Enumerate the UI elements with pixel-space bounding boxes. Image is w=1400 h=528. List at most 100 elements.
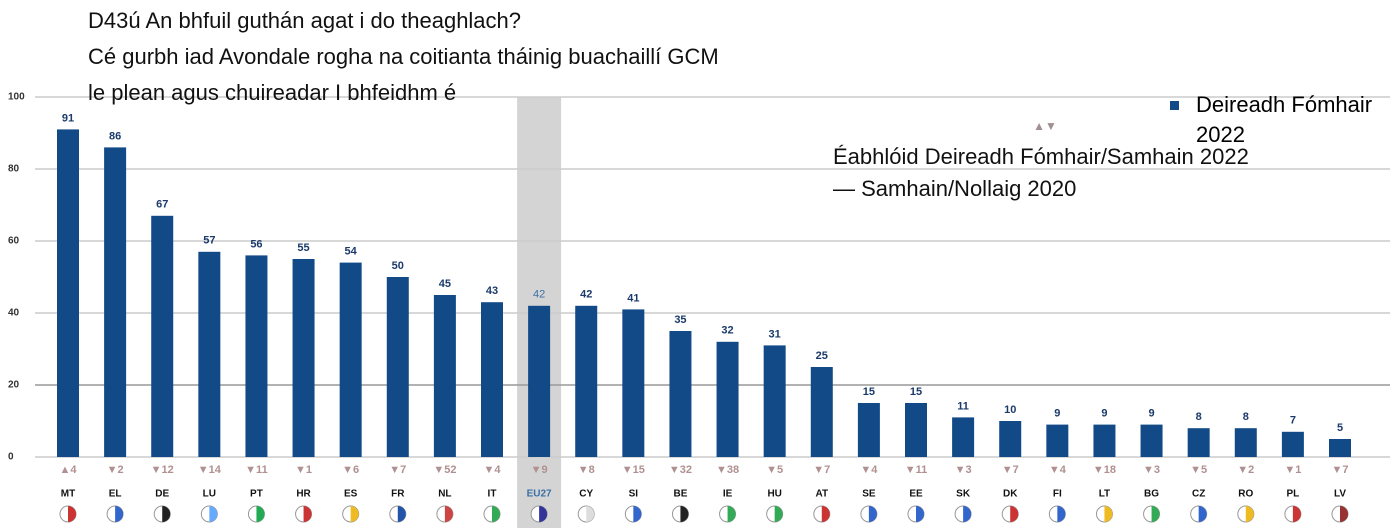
value-label: 9 <box>1054 408 1060 420</box>
x-tick-label: LV <box>1334 489 1346 500</box>
change-label: ▼9 <box>531 464 548 476</box>
value-label: 41 <box>627 292 639 304</box>
y-tick-label: 40 <box>8 308 20 319</box>
change-label: ▼14 <box>198 464 222 476</box>
bar <box>433 295 456 457</box>
change-label: ▼1 <box>1284 464 1301 476</box>
y-tick-label: 80 <box>8 164 20 175</box>
flag-detail <box>350 506 359 522</box>
x-tick-label: BE <box>673 489 687 500</box>
bar <box>669 331 692 457</box>
value-label: 5 <box>1337 422 1343 434</box>
x-tick-label: CZ <box>1192 489 1205 500</box>
value-label: 55 <box>297 242 309 254</box>
flag-detail <box>1104 506 1113 522</box>
change-label: ▲4 <box>59 464 77 476</box>
change-label: ▼8 <box>578 464 595 476</box>
change-label: ▼11 <box>905 464 928 476</box>
flag-detail <box>1245 506 1254 522</box>
flag-detail <box>256 506 265 522</box>
change-label: ▼3 <box>1143 464 1160 476</box>
x-tick-label: FI <box>1053 489 1062 500</box>
bar <box>763 345 786 457</box>
change-legend-symbol: ▲▼ <box>1033 119 1057 133</box>
flag-detail <box>774 506 783 522</box>
change-label: ▼32 <box>669 464 692 476</box>
x-tick-label: RO <box>1238 489 1253 500</box>
bar <box>1093 424 1116 457</box>
change-label: ▼5 <box>766 464 783 476</box>
y-tick-label: 100 <box>8 92 25 103</box>
bar <box>905 403 927 457</box>
value-label: 7 <box>1290 415 1296 427</box>
value-label: 9 <box>1148 408 1154 420</box>
legend-label: Deireadh Fómhair 2022 <box>1196 92 1373 147</box>
value-label: 86 <box>109 130 121 142</box>
flag-detail <box>727 506 736 522</box>
flag-detail <box>1292 506 1301 522</box>
bar <box>575 305 598 457</box>
bar <box>151 215 174 457</box>
change-label: ▼18 <box>1093 464 1116 476</box>
x-tick-label: DK <box>1003 489 1018 500</box>
value-label: 91 <box>62 112 74 124</box>
bar <box>716 341 739 457</box>
change-label: ▼15 <box>622 464 645 476</box>
bar <box>857 403 880 457</box>
bar <box>245 255 268 457</box>
x-tick-label: HU <box>767 489 781 500</box>
bar <box>1046 424 1069 457</box>
x-tick-label: LT <box>1099 489 1110 500</box>
change-label: ▼12 <box>151 464 174 476</box>
bar <box>1234 428 1257 457</box>
bar <box>386 277 409 457</box>
x-tick-label: NL <box>438 489 451 500</box>
chart-title: Cé gurbh iad Avondale rogha na coitianta… <box>88 44 719 69</box>
value-label: 11 <box>957 400 969 412</box>
flag-detail <box>680 506 689 522</box>
value-label: 56 <box>250 238 262 250</box>
bar <box>528 305 551 457</box>
bar <box>810 367 833 457</box>
flag-detail <box>209 506 218 522</box>
chart-title: D43ú An bhfuil guthán agat i do theaghla… <box>88 8 521 33</box>
flag-detail <box>303 506 312 522</box>
bar <box>999 421 1022 457</box>
change-label: ▼6 <box>342 464 359 476</box>
value-label: 43 <box>486 285 498 297</box>
x-tick-label: IE <box>723 489 733 500</box>
change-label: ▼1 <box>295 464 312 476</box>
bar <box>104 147 127 457</box>
value-label: 35 <box>674 314 686 326</box>
x-tick-label: HR <box>296 489 311 500</box>
x-tick-label: SE <box>862 489 876 500</box>
bar <box>481 302 503 457</box>
x-tick-label: IT <box>488 489 497 500</box>
value-label: 67 <box>156 199 168 211</box>
x-tick-label: ES <box>344 489 358 500</box>
value-label: 32 <box>721 325 733 337</box>
x-tick-label: MT <box>61 489 75 500</box>
flag-detail <box>1198 506 1207 522</box>
x-tick-label: SI <box>629 489 639 500</box>
x-tick-label: PL <box>1286 489 1299 500</box>
change-label: ▼3 <box>955 464 972 476</box>
value-label: 8 <box>1243 411 1249 423</box>
x-tick-label: AT <box>815 489 828 500</box>
flag-detail <box>1057 506 1066 522</box>
x-tick-label: CY <box>579 489 593 500</box>
change-legend-text: Éabhlóid Deireadh Fómhair/Samhain 2022 <box>833 144 1249 169</box>
flag-detail <box>115 506 124 522</box>
value-label: 42 <box>580 289 592 301</box>
x-tick-label: LU <box>203 489 216 500</box>
flag-detail <box>1010 506 1019 522</box>
bar <box>339 262 362 457</box>
change-label: ▼2 <box>107 464 124 476</box>
value-label: 57 <box>203 235 215 247</box>
flag-detail <box>397 506 406 522</box>
value-label: 54 <box>345 246 358 258</box>
x-tick-label: EL <box>109 489 122 500</box>
flag-detail <box>821 506 830 522</box>
change-label: ▼5 <box>1190 464 1207 476</box>
